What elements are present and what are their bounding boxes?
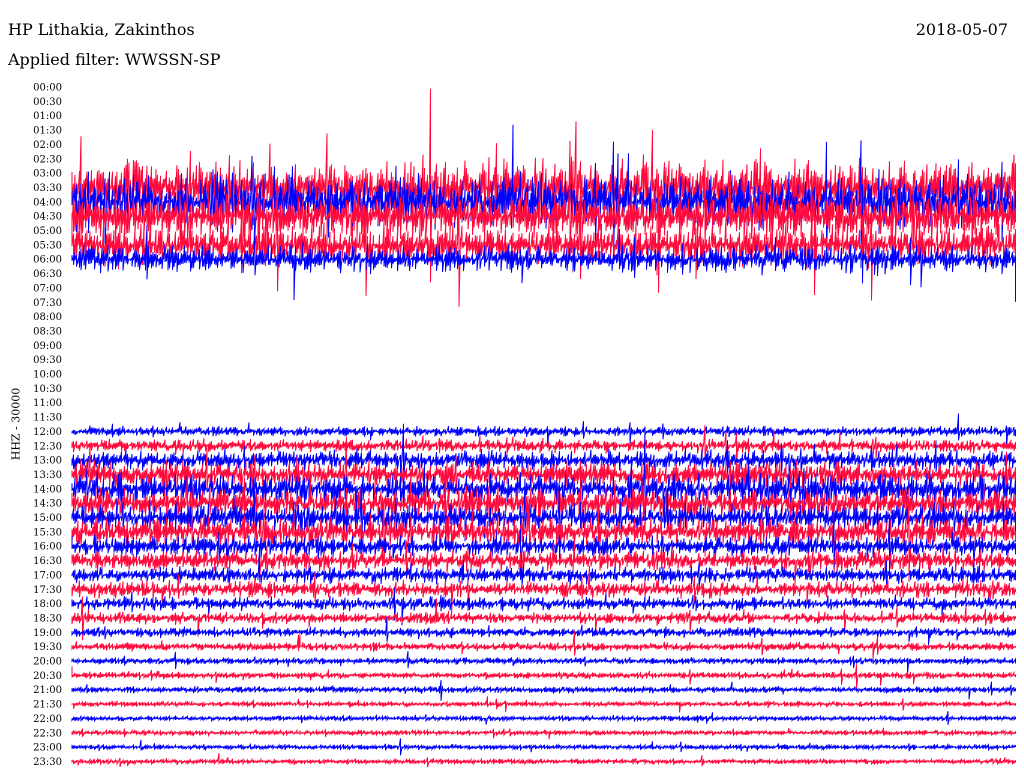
trace-1230 bbox=[71, 425, 1016, 469]
row-label-1100: 11:00 bbox=[33, 398, 62, 409]
trace-1830 bbox=[71, 596, 1016, 641]
row-label-0830: 08:30 bbox=[33, 326, 62, 337]
row-label-1200: 12:00 bbox=[33, 427, 62, 438]
row-label-1600: 16:00 bbox=[33, 542, 62, 553]
row-label-0930: 09:30 bbox=[33, 355, 62, 366]
trace-2000 bbox=[71, 651, 1016, 674]
trace-2130 bbox=[71, 696, 1016, 713]
trace-1700 bbox=[71, 549, 1016, 592]
row-label-1330: 13:30 bbox=[33, 470, 62, 481]
row-label-0430: 04:30 bbox=[33, 212, 62, 223]
row-label-1230: 12:30 bbox=[33, 441, 62, 452]
filter-line: Applied filter: WWSSN-SP bbox=[8, 50, 221, 69]
row-label-1300: 13:00 bbox=[33, 456, 62, 467]
row-label-0030: 00:30 bbox=[33, 97, 62, 108]
row-label-1930: 19:30 bbox=[33, 642, 62, 653]
row-label-1630: 16:30 bbox=[33, 556, 62, 567]
record-date: 2018-05-07 bbox=[915, 20, 1008, 39]
filter-name: WWSSN-SP bbox=[124, 50, 221, 69]
trace-0600 bbox=[71, 209, 1016, 302]
row-label-0130: 01:30 bbox=[33, 126, 62, 137]
row-label-2230: 22:30 bbox=[33, 728, 62, 739]
trace-2300 bbox=[71, 738, 1016, 756]
row-label-0900: 09:00 bbox=[33, 341, 62, 352]
trace-1200 bbox=[71, 413, 1016, 449]
trace-group bbox=[71, 88, 1016, 768]
row-label-1800: 18:00 bbox=[33, 599, 62, 610]
row-label-0800: 08:00 bbox=[33, 312, 62, 323]
trace-0430 bbox=[71, 140, 1016, 296]
row-label-0400: 04:00 bbox=[33, 197, 62, 208]
trace-1900 bbox=[71, 616, 1016, 646]
row-label-2130: 21:30 bbox=[33, 700, 62, 711]
trace-2030 bbox=[71, 664, 1016, 689]
row-label-1030: 10:30 bbox=[33, 384, 62, 395]
filter-prefix: Applied filter: bbox=[8, 50, 125, 69]
row-label-1830: 18:30 bbox=[33, 613, 62, 624]
row-label-0000: 00:00 bbox=[33, 83, 62, 94]
trace-2330 bbox=[71, 753, 1016, 768]
row-label-0600: 06:00 bbox=[33, 255, 62, 266]
row-label-0630: 06:30 bbox=[33, 269, 62, 280]
trace-1600 bbox=[71, 512, 1016, 580]
row-label-group: 00:00 00:30 01:00 01:30 02:00 02:30 03:00 03:30… bbox=[33, 83, 62, 768]
trace-2200 bbox=[71, 711, 1016, 725]
row-label-2300: 23:00 bbox=[33, 743, 62, 754]
row-label-2100: 21:00 bbox=[33, 685, 62, 696]
row-label-1900: 19:00 bbox=[33, 628, 62, 639]
row-label-2030: 20:30 bbox=[33, 671, 62, 682]
trace-1800 bbox=[71, 587, 1016, 626]
row-label-0730: 07:30 bbox=[33, 298, 62, 309]
row-label-0700: 07:00 bbox=[33, 283, 62, 294]
row-label-1130: 11:30 bbox=[33, 413, 62, 424]
row-label-0330: 03:30 bbox=[33, 183, 62, 194]
row-label-1700: 17:00 bbox=[33, 570, 62, 581]
trace-2230 bbox=[71, 727, 1016, 740]
row-label-1730: 17:30 bbox=[33, 585, 62, 596]
row-label-2000: 20:00 bbox=[33, 657, 62, 668]
row-label-2200: 22:00 bbox=[33, 714, 62, 725]
row-label-1500: 15:00 bbox=[33, 513, 62, 524]
row-label-1400: 14:00 bbox=[33, 484, 62, 495]
row-label-2330: 23:30 bbox=[33, 757, 62, 768]
row-label-0230: 02:30 bbox=[33, 154, 62, 165]
row-label-0530: 05:30 bbox=[33, 240, 62, 251]
row-label-0300: 03:00 bbox=[33, 169, 62, 180]
trace-2100 bbox=[71, 679, 1016, 701]
row-label-0200: 02:00 bbox=[33, 140, 62, 151]
row-label-1430: 14:30 bbox=[33, 499, 62, 510]
trace-1930 bbox=[71, 630, 1016, 659]
row-label-1000: 10:00 bbox=[33, 370, 62, 381]
row-label-0500: 05:00 bbox=[33, 226, 62, 237]
row-label-1530: 15:30 bbox=[33, 527, 62, 538]
station-title: HP Lithakia, Zakinthos bbox=[8, 20, 195, 39]
trace-1630 bbox=[71, 533, 1016, 584]
trace-1730 bbox=[71, 565, 1016, 616]
row-label-0100: 01:00 bbox=[33, 111, 62, 122]
